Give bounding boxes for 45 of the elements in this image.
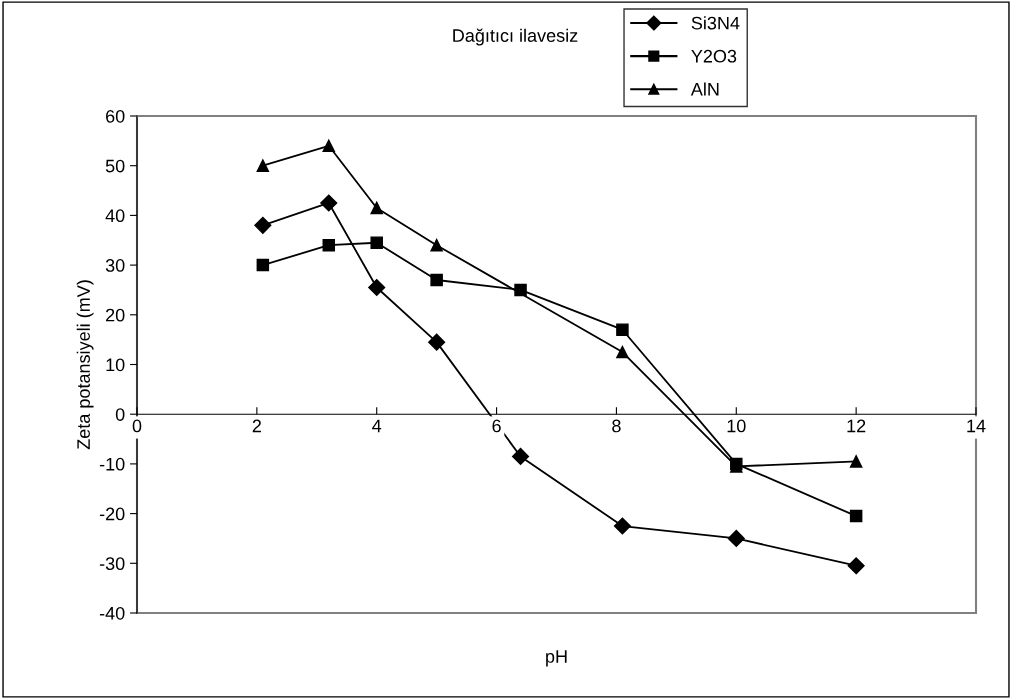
point (727, 529, 745, 548)
y-tick-label: -10 (99, 457, 125, 471)
point (322, 139, 336, 153)
x-tick-label: 14 (967, 419, 986, 433)
y-tick-label: -20 (99, 507, 125, 521)
x-tick-label: 6 (492, 419, 501, 433)
point (254, 216, 272, 234)
point (430, 238, 443, 252)
point (370, 201, 383, 215)
x-tick-label: 0 (132, 419, 142, 433)
point (368, 278, 386, 297)
x-tick-label: 12 (847, 419, 866, 433)
y-tick-label: 20 (106, 308, 125, 322)
y-tick-label: 40 (105, 209, 125, 223)
y-tick-label: 10 (106, 358, 125, 372)
point (849, 455, 863, 468)
point (370, 236, 383, 249)
x-tick-label: 4 (372, 419, 382, 433)
point (616, 323, 629, 336)
point (511, 447, 530, 465)
x-tick-label: 2 (252, 419, 261, 433)
point (256, 258, 270, 272)
point (430, 273, 443, 287)
x-axis-title: pH (546, 650, 567, 667)
y-tick-label: 30 (105, 259, 125, 272)
point (847, 557, 865, 575)
x-tick-label: 10 (727, 419, 746, 433)
point (320, 194, 338, 212)
y-tick-label: -40 (99, 606, 125, 620)
y-axis-title: Zeta potansiyeli (mV) (76, 280, 94, 450)
y-tick-label: 60 (106, 109, 125, 123)
chart-title: Dağıtıcı ilavesiz (453, 28, 578, 46)
point (428, 333, 446, 351)
point (613, 517, 631, 535)
y-tick-label: 50 (105, 159, 125, 173)
y-tick-label: -30 (99, 557, 125, 571)
legend-label: Y2O3 (691, 49, 737, 63)
y-tick-label: 0 (115, 408, 125, 421)
point (256, 159, 270, 172)
point (849, 509, 863, 523)
x-tick-label: 8 (612, 419, 621, 433)
legend-label: AlN (690, 82, 719, 96)
point (616, 345, 629, 359)
legend-label: Si3N4 (691, 16, 740, 30)
point (322, 238, 336, 252)
